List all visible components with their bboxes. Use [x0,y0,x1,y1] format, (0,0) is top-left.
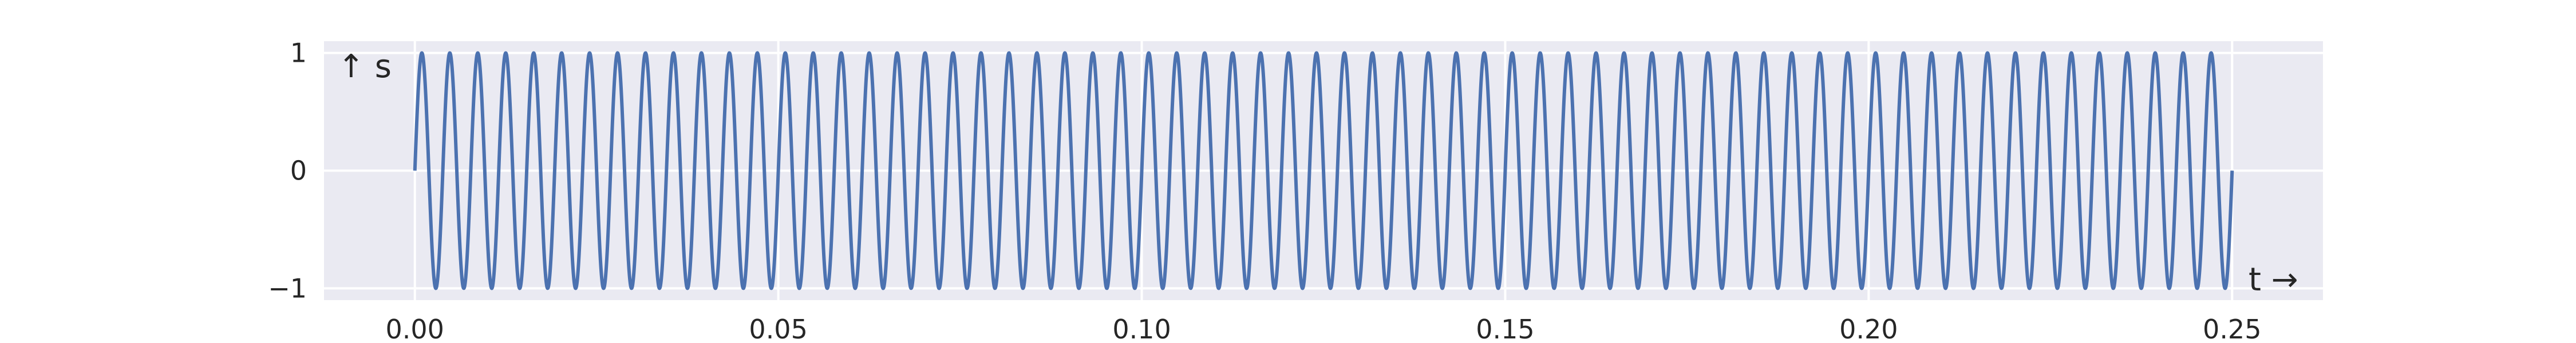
y-tick-label: 0 [290,155,307,186]
series-line [413,51,2234,290]
y-axis-ticks: −1 0 1 [268,38,307,304]
x-tick-label: 0.15 [1476,314,1534,343]
y-tick-label: 1 [290,38,307,69]
y-tick-label: −1 [268,273,307,304]
x-tick-label: 0.25 [2203,314,2261,343]
x-axis-label: t → [2249,261,2298,298]
x-tick-label: 0.10 [1112,314,1171,343]
x-tick-label: 0.20 [1839,314,1898,343]
x-tick-label: 0.05 [749,314,807,343]
x-axis-ticks: 0.00 0.05 0.10 0.15 0.20 0.25 [386,314,2262,343]
y-axis-label: ↑ s [338,48,392,85]
x-tick-label: 0.00 [386,314,444,343]
